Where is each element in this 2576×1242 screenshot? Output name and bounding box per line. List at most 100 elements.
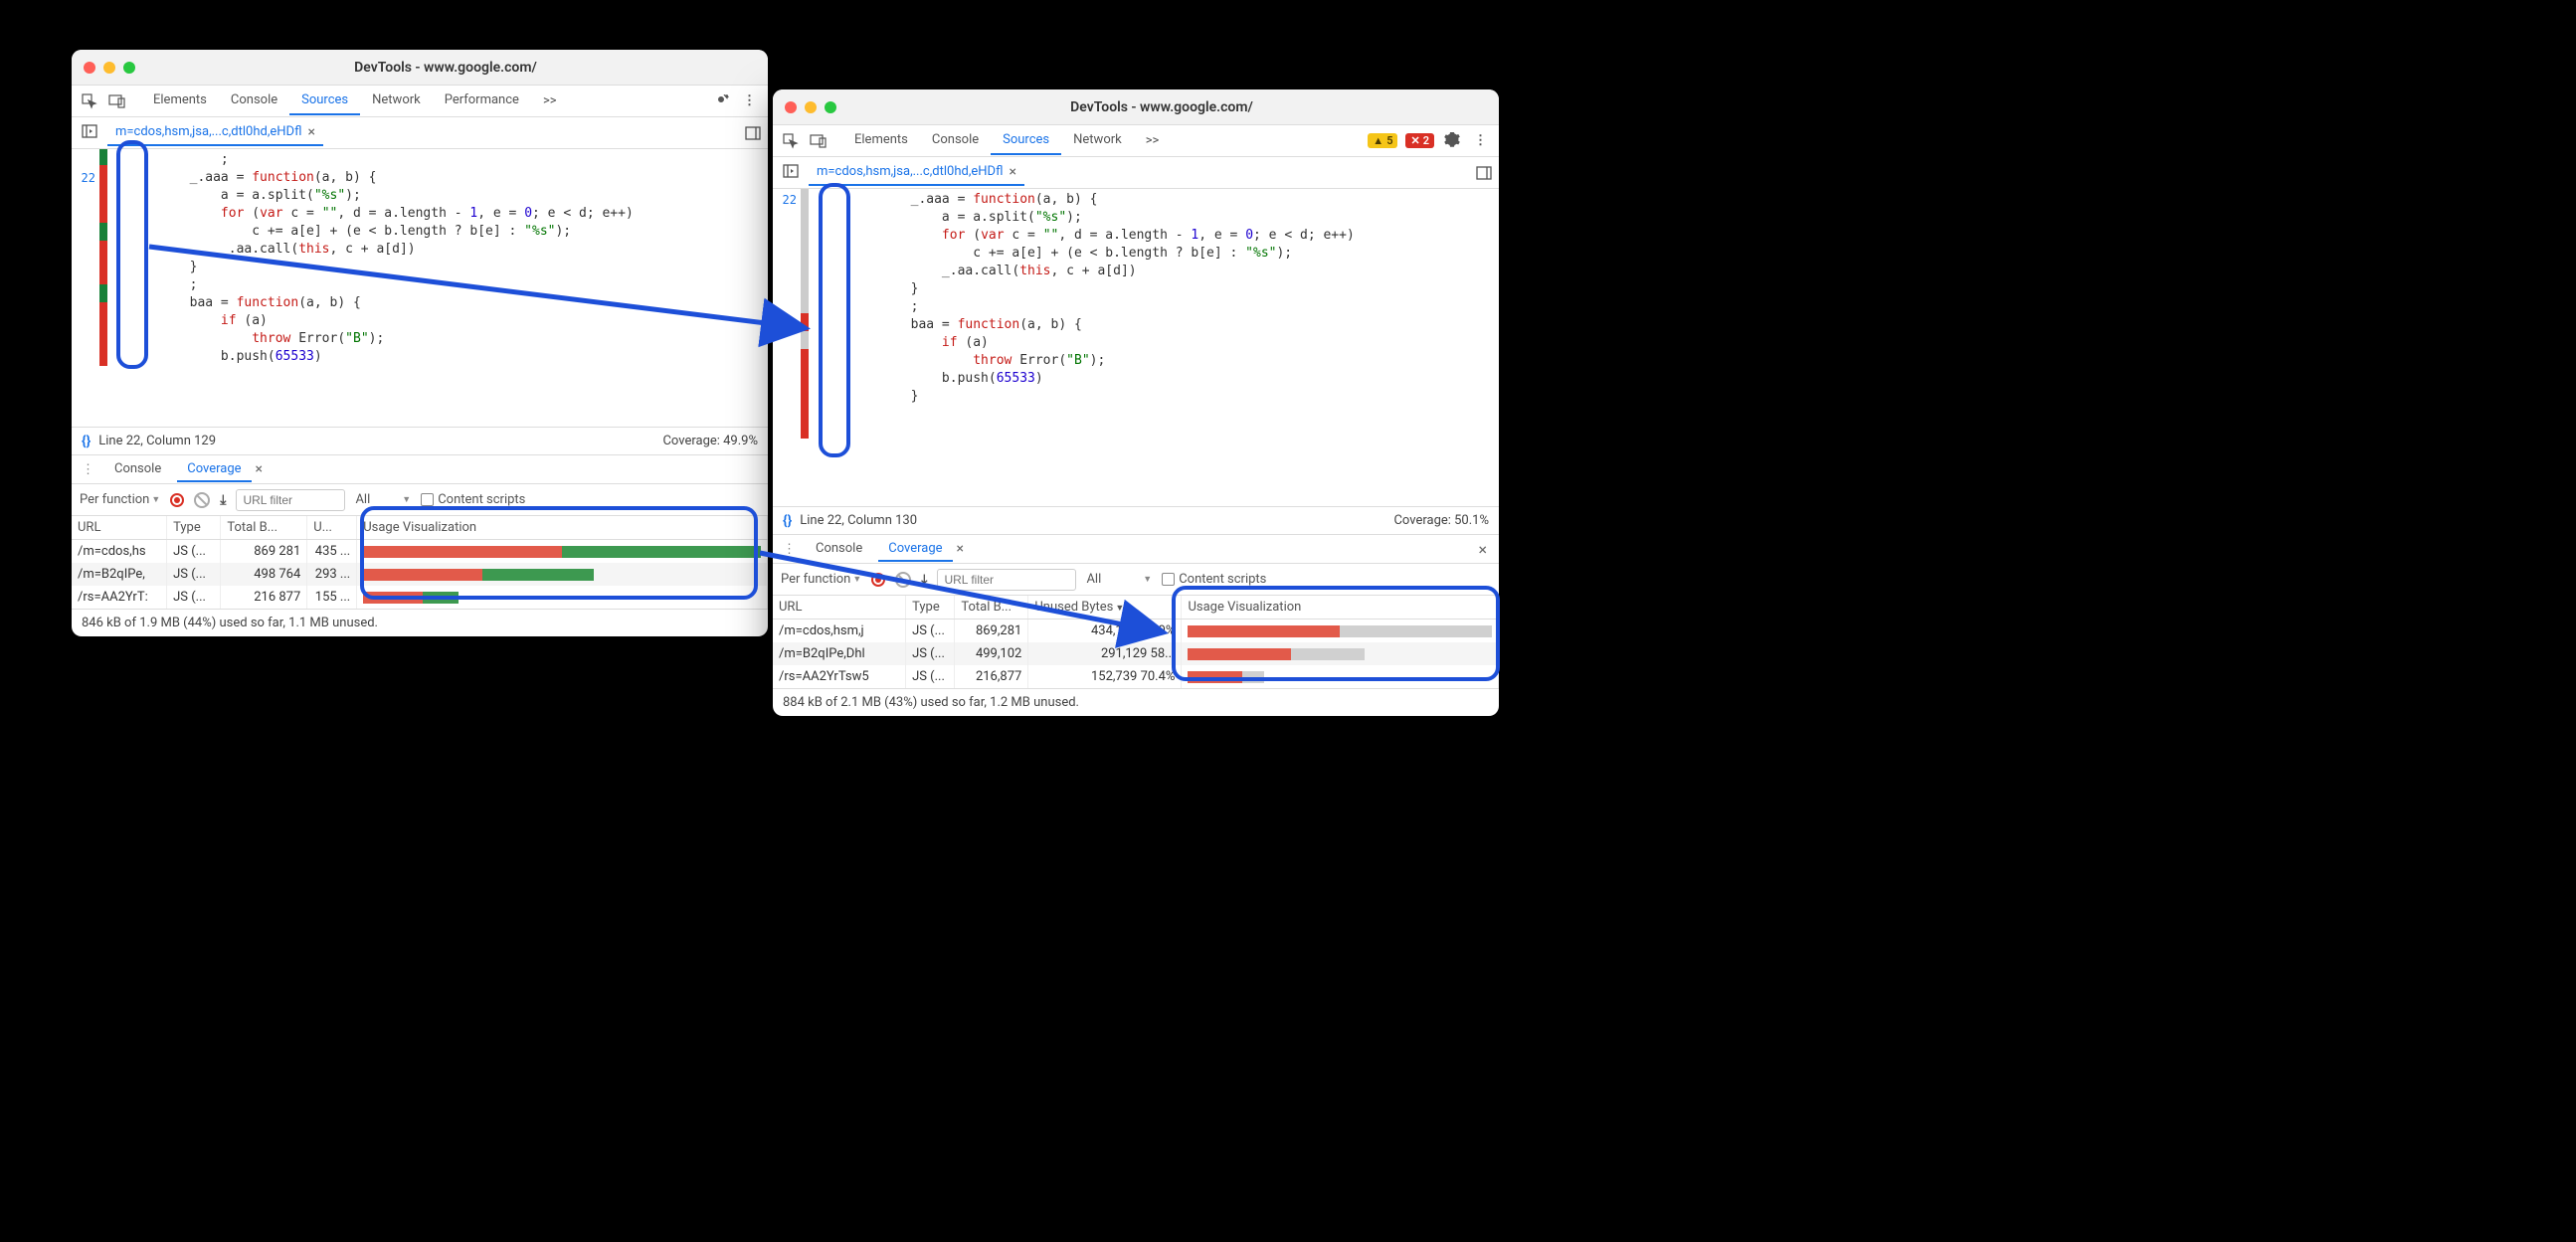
table-header[interactable]: URL — [773, 596, 906, 620]
sidebar-toggle-icon[interactable] — [78, 122, 101, 144]
drawer-tab-console[interactable]: Console — [806, 537, 872, 562]
inspect-icon[interactable] — [78, 89, 101, 113]
device-icon[interactable] — [807, 129, 830, 153]
line-gutter: 22 — [773, 189, 801, 506]
table-header[interactable]: U... — [307, 516, 357, 540]
table-header[interactable]: Type — [167, 516, 221, 540]
table-header[interactable]: Total B... — [221, 516, 307, 540]
minimize-dot[interactable] — [103, 62, 115, 74]
devtools-window-left: DevTools - www.google.com/ Elements Cons… — [72, 50, 768, 636]
drawer-kebab-icon[interactable]: ⋮ — [78, 462, 98, 477]
file-tab[interactable]: m=cdos,hsm,jsa,...c,dtl0hd,eHDfl × — [107, 120, 323, 146]
gear-icon[interactable] — [1440, 127, 1464, 155]
drawer-tab-console[interactable]: Console — [104, 457, 171, 482]
file-tab-label: m=cdos,hsm,jsa,...c,dtl0hd,eHDfl — [115, 124, 301, 139]
zoom-dot[interactable] — [123, 62, 135, 74]
code-content[interactable]: ; _.aaa = function(a, b) { a = a.split("… — [107, 149, 768, 427]
content-scripts-checkbox[interactable] — [1162, 573, 1175, 586]
table-header[interactable]: Total B... — [955, 596, 1028, 620]
drawer-tab-coverage[interactable]: Coverage — [878, 537, 952, 562]
usage-bar — [1188, 648, 1492, 660]
close-dot[interactable] — [785, 101, 797, 113]
usage-bar — [363, 592, 761, 604]
table-row[interactable]: /m=cdos,hsJS (...869 281435 ... — [72, 540, 768, 564]
per-function-dropdown[interactable]: Per function▼ — [80, 492, 160, 507]
table-header[interactable]: Unused Bytes — [1028, 596, 1182, 620]
sidebar-toggle-right-icon[interactable] — [1475, 162, 1493, 184]
table-header[interactable]: Type — [906, 596, 955, 620]
tab-network[interactable]: Network — [1061, 126, 1134, 155]
per-function-dropdown[interactable]: Per function▼ — [781, 572, 861, 587]
panel-tabs: Elements Console Sources Network — [842, 126, 1134, 155]
close-icon[interactable]: × — [957, 541, 964, 557]
cursor-position: Line 22, Column 130 — [800, 513, 917, 528]
warning-badge[interactable]: ▲ 5 — [1368, 133, 1397, 148]
drawer-tab-coverage[interactable]: Coverage — [177, 457, 251, 482]
content-scripts-checkbox[interactable] — [421, 493, 434, 506]
file-tab-label: m=cdos,hsm,jsa,...c,dtl0hd,eHDfl — [817, 164, 1003, 179]
devtools-window-right: DevTools - www.google.com/ Elements Cons… — [773, 89, 1499, 716]
table-row[interactable]: /rs=AA2YrTsw5JS (...216,877152,739 70.4% — [773, 665, 1499, 688]
traffic-lights — [785, 101, 836, 113]
clear-icon[interactable] — [194, 492, 210, 508]
tab-console[interactable]: Console — [219, 87, 289, 115]
format-icon[interactable]: {} — [783, 513, 792, 529]
file-tab[interactable]: m=cdos,hsm,jsa,...c,dtl0hd,eHDfl × — [809, 160, 1024, 186]
gear-icon[interactable] — [709, 88, 733, 115]
table-header[interactable]: Usage Visualization — [1182, 596, 1499, 620]
kebab-icon[interactable]: ⋮ — [1468, 129, 1493, 152]
more-tabs[interactable]: >> — [1142, 129, 1164, 152]
tab-console[interactable]: Console — [920, 126, 991, 155]
sidebar-toggle-icon[interactable] — [779, 162, 803, 184]
table-row[interactable]: /m=B2qIPe,DhlJS (...499,102291,129 58... — [773, 642, 1499, 665]
more-tabs[interactable]: >> — [539, 89, 561, 112]
coverage-summary: 884 kB of 2.1 MB (43%) used so far, 1.2 … — [773, 688, 1499, 716]
record-icon[interactable] — [170, 493, 184, 507]
close-icon[interactable]: × — [256, 461, 263, 477]
device-icon[interactable] — [105, 89, 129, 113]
tab-sources[interactable]: Sources — [289, 87, 360, 115]
main-toolbar: Elements Console Sources Network Perform… — [72, 86, 768, 117]
table-row[interactable]: /m=B2qIPe,JS (...498 764293 ... — [72, 563, 768, 586]
close-drawer-icon[interactable]: × — [1472, 540, 1493, 559]
drawer-kebab-icon[interactable]: ⋮ — [779, 542, 800, 557]
error-badge[interactable]: ✕ 2 — [1405, 133, 1434, 148]
code-editor[interactable]: 22 ; _.aaa = function(a, b) { a = a.spli… — [72, 149, 768, 427]
tab-elements[interactable]: Elements — [141, 87, 219, 115]
url-filter-input[interactable] — [236, 489, 345, 511]
type-filter-dropdown[interactable]: All ▼ — [1086, 572, 1152, 587]
tab-sources[interactable]: Sources — [991, 126, 1061, 155]
code-content[interactable]: _.aaa = function(a, b) { a = a.split("%s… — [809, 189, 1499, 506]
inspect-icon[interactable] — [779, 129, 803, 153]
line-gutter: 22 — [72, 149, 99, 427]
table-row[interactable]: /m=cdos,hsm,jJS (...869,281434,192 49.9% — [773, 620, 1499, 643]
minimize-dot[interactable] — [805, 101, 817, 113]
file-tabs: m=cdos,hsm,jsa,...c,dtl0hd,eHDfl × — [72, 117, 768, 149]
close-dot[interactable] — [84, 62, 95, 74]
coverage-table[interactable]: URLTypeTotal B...U...Usage Visualization… — [72, 516, 768, 609]
table-header[interactable]: URL — [72, 516, 167, 540]
tab-performance[interactable]: Performance — [433, 87, 531, 115]
format-icon[interactable]: {} — [82, 434, 91, 449]
close-icon[interactable]: × — [1009, 164, 1015, 180]
code-editor[interactable]: 22 _.aaa = function(a, b) { a = a.split(… — [773, 189, 1499, 506]
sidebar-toggle-right-icon[interactable] — [744, 122, 762, 144]
url-filter-input[interactable] — [937, 569, 1076, 591]
record-icon[interactable] — [871, 573, 885, 587]
tab-elements[interactable]: Elements — [842, 126, 920, 155]
zoom-dot[interactable] — [825, 101, 836, 113]
table-header[interactable]: Usage Visualization — [357, 516, 768, 540]
tab-network[interactable]: Network — [360, 87, 433, 115]
table-row[interactable]: /rs=AA2YrT:JS (...216 877155 ... — [72, 586, 768, 609]
usage-bar — [363, 546, 761, 558]
type-filter-dropdown[interactable]: All ▼ — [355, 492, 411, 507]
content-scripts-label: Content scripts — [438, 492, 525, 507]
close-icon[interactable]: × — [307, 124, 314, 140]
coverage-summary: 846 kB of 1.9 MB (44%) used so far, 1.1 … — [72, 609, 768, 636]
coverage-gutter — [99, 149, 107, 427]
coverage-table[interactable]: URLTypeTotal B...Unused BytesUsage Visua… — [773, 596, 1499, 688]
export-icon[interactable]: ⤓ — [921, 572, 927, 588]
kebab-icon[interactable]: ⋮ — [737, 89, 762, 112]
clear-icon[interactable] — [895, 572, 911, 588]
export-icon[interactable]: ⤓ — [220, 492, 226, 508]
